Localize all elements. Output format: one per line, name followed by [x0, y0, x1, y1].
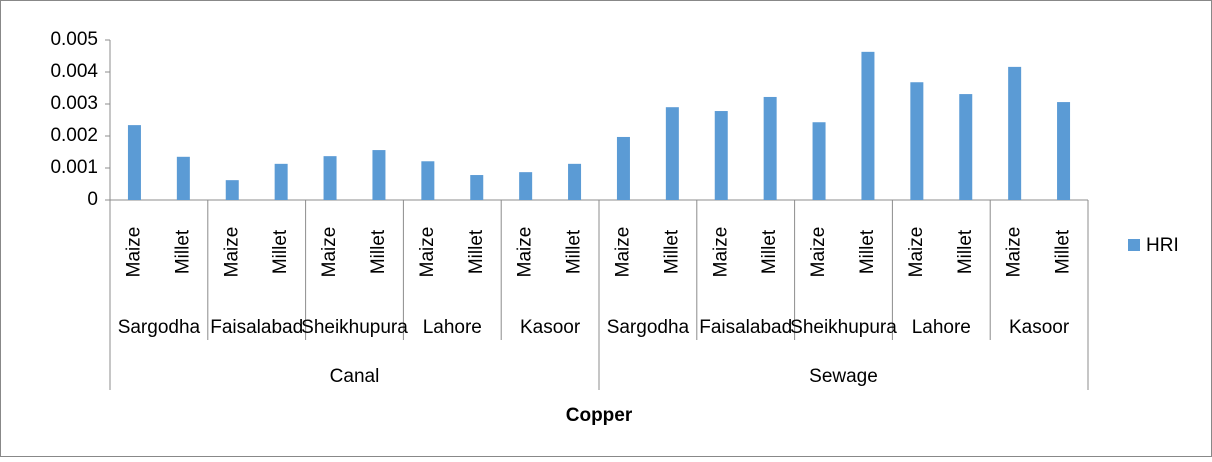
- bar: [176, 156, 190, 200]
- x-tick-label: Maize: [808, 227, 829, 278]
- legend-label: HRI: [1146, 235, 1179, 256]
- group-label: Faisalabad: [210, 317, 303, 338]
- x-tick-label: Maize: [515, 227, 536, 278]
- bar: [763, 96, 777, 200]
- group-label: Kasoor: [1009, 317, 1070, 338]
- y-tick-label: 0.002: [50, 125, 98, 146]
- x-tick-label: Millet: [172, 229, 193, 274]
- bar: [861, 51, 875, 201]
- x-tick-label: Millet: [661, 229, 682, 274]
- bar: [665, 107, 679, 200]
- group-label: Faisalabad: [699, 317, 792, 338]
- group-label: Lahore: [912, 317, 971, 338]
- x-tick-label: Maize: [906, 227, 927, 278]
- bar: [323, 156, 337, 200]
- group-label: Sargodha: [118, 317, 201, 338]
- x-tick-label: Millet: [759, 229, 780, 274]
- x-tick-label: Millet: [857, 229, 878, 274]
- bar: [274, 163, 288, 200]
- bar: [470, 175, 484, 200]
- x-tick-label: Maize: [319, 227, 340, 278]
- bar: [568, 163, 582, 200]
- bar: [1057, 102, 1071, 200]
- x-tick-label: Maize: [123, 227, 144, 278]
- x-tick-label: Maize: [221, 227, 242, 278]
- x-tick-label: Maize: [710, 227, 731, 278]
- group-label: Lahore: [423, 317, 482, 338]
- x-axis-title: Copper: [566, 405, 633, 426]
- group-label: Sheikhupura: [301, 317, 408, 338]
- group-label: Sargodha: [607, 317, 690, 338]
- y-tick-label: 0.001: [50, 157, 98, 178]
- x-tick-label: Maize: [417, 227, 438, 278]
- bar: [616, 136, 630, 200]
- group-label: Kasoor: [520, 317, 581, 338]
- supergroup-label: Sewage: [809, 366, 878, 387]
- x-tick-label: Maize: [1004, 227, 1025, 278]
- x-tick-label: Maize: [612, 227, 633, 278]
- x-tick-label: Millet: [270, 229, 291, 274]
- x-tick-label: Millet: [466, 229, 487, 274]
- x-tick-label: Millet: [564, 229, 585, 274]
- bar: [1008, 66, 1022, 200]
- legend-swatch: [1128, 239, 1140, 251]
- bar: [714, 111, 728, 200]
- bar: [812, 122, 826, 200]
- bar: [910, 82, 924, 200]
- y-tick-label: 0.005: [50, 29, 98, 50]
- y-tick-label: 0.004: [50, 61, 98, 82]
- group-label: Sheikhupura: [790, 317, 897, 338]
- y-tick-label: 0.003: [50, 93, 98, 114]
- bar: [421, 161, 435, 200]
- bar: [127, 125, 141, 200]
- x-tick-label: Millet: [955, 229, 976, 274]
- x-tick-label: Millet: [1053, 229, 1074, 274]
- bar: [959, 94, 973, 200]
- y-tick-label: 0: [87, 189, 98, 210]
- bar: [225, 180, 239, 200]
- bar: [519, 172, 533, 200]
- supergroup-label: Canal: [330, 366, 380, 387]
- bar: [372, 150, 386, 200]
- x-tick-label: Millet: [368, 229, 389, 274]
